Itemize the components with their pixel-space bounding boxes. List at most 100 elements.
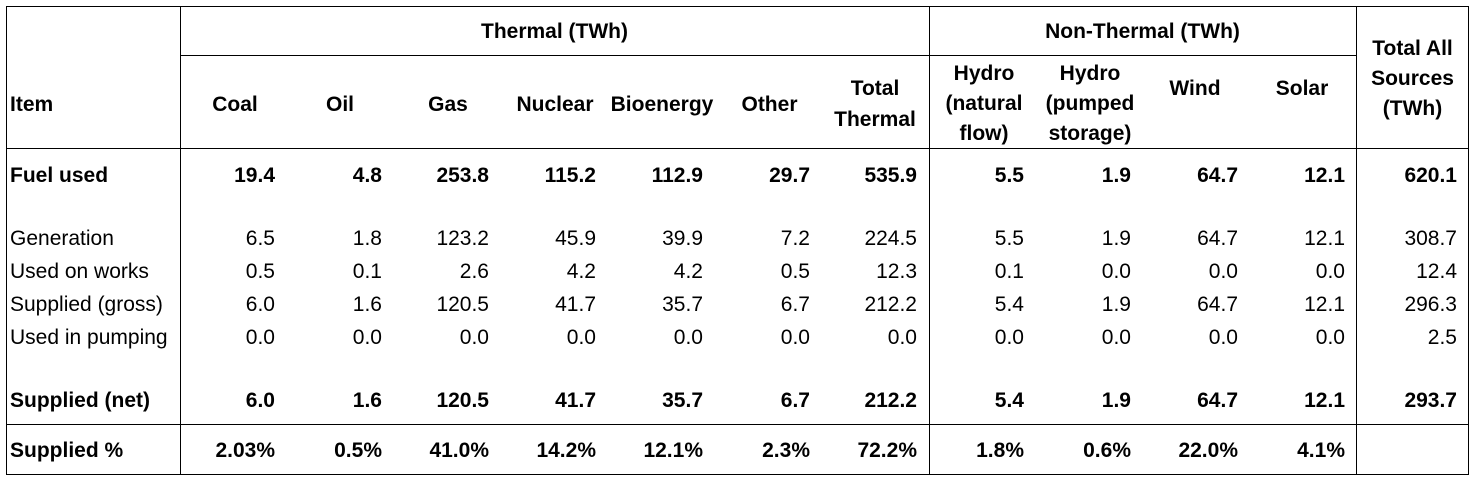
cell-coal: 0.0 xyxy=(245,326,275,349)
cell-hydro-natural: 0.0 xyxy=(994,326,1024,349)
header-hydro-pumped-line-3: storage) xyxy=(1048,122,1132,145)
cell-nuclear: 45.9 xyxy=(555,227,596,250)
cell-total-thermal: 0.0 xyxy=(887,326,917,349)
cell-total-all: 12.4 xyxy=(1416,260,1457,283)
cell-wind: 64.7 xyxy=(1197,293,1238,316)
cell-hydro-pumped: 0.6% xyxy=(1083,439,1131,462)
cell-total-thermal: 212.2 xyxy=(864,389,917,412)
header-hydro-natural-line-2: (natural xyxy=(945,92,1023,115)
cell-gas: 253.8 xyxy=(436,164,489,187)
cell-gas: 0.0 xyxy=(459,326,489,349)
cell-gas: 123.2 xyxy=(436,227,489,250)
row-label: Generation xyxy=(10,227,114,250)
header-total-all-line-3: (TWh) xyxy=(1382,97,1443,120)
cell-hydro-pumped: 0.0 xyxy=(1101,326,1131,349)
cell-hydro-natural: 5.4 xyxy=(994,293,1024,316)
cell-nuclear: 41.7 xyxy=(555,293,596,316)
cell-bioenergy: 35.7 xyxy=(662,389,703,412)
cell-hydro-natural: 5.5 xyxy=(994,164,1024,187)
row-label: Supplied (net) xyxy=(10,389,150,412)
cell-solar: 12.1 xyxy=(1304,227,1345,250)
cell-other: 2.3% xyxy=(762,439,810,462)
header-solar: Solar xyxy=(1275,77,1329,100)
cell-other: 0.5 xyxy=(780,260,810,283)
nonthermal-group-header: Non-Thermal (TWh) xyxy=(1045,20,1240,43)
cell-wind: 22.0% xyxy=(1178,439,1238,462)
header-coal: Coal xyxy=(212,93,258,116)
cell-coal: 6.0 xyxy=(245,389,275,412)
cell-other: 0.0 xyxy=(780,326,810,349)
cell-bioenergy: 112.9 xyxy=(651,164,703,187)
cell-total-thermal: 72.2% xyxy=(857,439,917,462)
cell-total-all: 293.7 xyxy=(1404,389,1457,412)
cell-solar: 12.1 xyxy=(1304,164,1345,187)
header-total-all-line-1: Total All xyxy=(1372,37,1453,60)
cell-other: 29.7 xyxy=(769,164,810,187)
header-hydro-natural-line-1: Hydro xyxy=(953,62,1015,85)
cell-nuclear: 14.2% xyxy=(536,439,596,462)
cell-nuclear: 0.0 xyxy=(566,326,596,349)
row-label: Fuel used xyxy=(10,164,109,187)
cell-solar: 12.1 xyxy=(1304,293,1345,316)
cell-oil: 1.8 xyxy=(352,227,382,250)
cell-coal: 19.4 xyxy=(234,164,275,187)
cell-total-all: 620.1 xyxy=(1404,164,1457,187)
cell-gas: 120.5 xyxy=(436,293,489,316)
header-hydro-pumped-line-1: Hydro xyxy=(1059,62,1121,85)
header-hydro-natural: Hydro (natural flow) xyxy=(938,61,1030,146)
cell-bioenergy: 35.7 xyxy=(662,293,703,316)
header-other: Other xyxy=(741,93,798,116)
header-hydro-natural-line-3: flow) xyxy=(959,122,1009,145)
row-label: Used on works xyxy=(10,260,149,283)
border-before-percent xyxy=(6,424,1469,425)
cell-gas: 41.0% xyxy=(429,439,489,462)
thermal-group-header: Thermal (TWh) xyxy=(481,20,628,43)
cell-oil: 0.0 xyxy=(352,326,382,349)
cell-wind: 64.7 xyxy=(1197,164,1238,187)
header-item: Item xyxy=(10,93,54,116)
row-label: Supplied (gross) xyxy=(10,293,163,316)
cell-wind: 0.0 xyxy=(1208,326,1238,349)
border-thermal-end xyxy=(929,6,930,475)
header-total-thermal-line-2: Thermal xyxy=(834,108,916,131)
header-wind: Wind xyxy=(1169,77,1221,100)
header-bioenergy: Bioenergy xyxy=(610,93,714,116)
border-right xyxy=(1468,6,1469,475)
cell-hydro-pumped: 1.9 xyxy=(1101,389,1131,412)
cell-hydro-pumped: 0.0 xyxy=(1101,260,1131,283)
cell-total-all: 308.7 xyxy=(1404,227,1457,250)
cell-hydro-pumped: 1.9 xyxy=(1101,293,1131,316)
cell-nuclear: 4.2 xyxy=(566,260,596,283)
row-label: Supplied % xyxy=(10,439,124,462)
cell-other: 6.7 xyxy=(780,293,810,316)
cell-total-thermal: 224.5 xyxy=(864,227,917,250)
cell-coal: 0.5 xyxy=(245,260,275,283)
header-nuclear: Nuclear xyxy=(516,93,594,116)
cell-oil: 4.8 xyxy=(352,164,382,187)
border-item xyxy=(180,6,181,475)
cell-total-thermal: 212.2 xyxy=(864,293,917,316)
border-left xyxy=(6,6,7,475)
cell-hydro-natural: 0.1 xyxy=(994,260,1024,283)
row-label: Used in pumping xyxy=(10,326,168,349)
border-header-bottom xyxy=(6,148,1469,149)
cell-total-thermal: 535.9 xyxy=(864,164,917,187)
header-total-thermal: Total Thermal xyxy=(825,76,925,132)
cell-oil: 1.6 xyxy=(352,389,382,412)
cell-coal: 6.0 xyxy=(245,293,275,316)
cell-solar: 4.1% xyxy=(1297,439,1345,462)
cell-oil: 0.1 xyxy=(352,260,382,283)
cell-gas: 120.5 xyxy=(436,389,489,412)
header-oil: Oil xyxy=(325,93,354,116)
cell-wind: 64.7 xyxy=(1197,227,1238,250)
cell-oil: 0.5% xyxy=(334,439,382,462)
cell-other: 7.2 xyxy=(780,227,810,250)
cell-oil: 1.6 xyxy=(352,293,382,316)
header-total-all: Total All Sources (TWh) xyxy=(1357,36,1468,121)
header-hydro-pumped-line-2: (pumped xyxy=(1045,92,1135,115)
cell-solar: 0.0 xyxy=(1315,260,1345,283)
cell-bioenergy: 0.0 xyxy=(673,326,703,349)
cell-hydro-pumped: 1.9 xyxy=(1101,164,1131,187)
cell-hydro-natural: 1.8% xyxy=(976,439,1024,462)
